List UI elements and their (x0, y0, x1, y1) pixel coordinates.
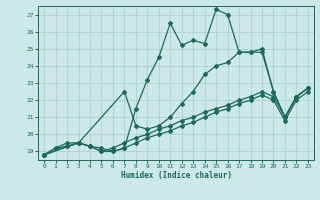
X-axis label: Humidex (Indice chaleur): Humidex (Indice chaleur) (121, 171, 231, 180)
